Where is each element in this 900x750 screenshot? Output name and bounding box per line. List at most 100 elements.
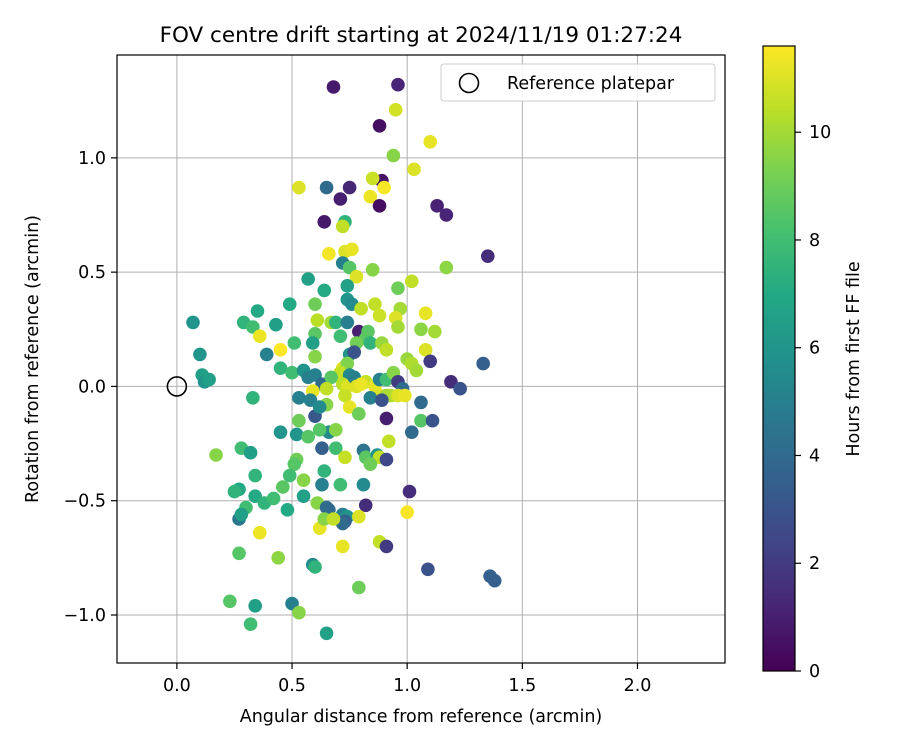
data-point [338, 388, 352, 403]
data-point [287, 336, 302, 350]
data-point [391, 320, 405, 334]
data-point [418, 306, 433, 321]
data-point [372, 199, 387, 213]
data-point [296, 489, 311, 503]
y-tick-label: −1.0 [64, 606, 107, 626]
data-point [234, 507, 249, 522]
data-point [363, 391, 378, 405]
data-point [328, 441, 343, 455]
chart-title: FOV centre drift starting at 2024/11/19 … [160, 23, 683, 48]
data-point [305, 336, 320, 350]
data-point [381, 434, 396, 449]
data-point [285, 365, 299, 380]
colorbar-gradient [763, 46, 795, 671]
data-point [391, 281, 405, 295]
data-point [414, 413, 428, 428]
data-point [439, 208, 454, 222]
data-point [402, 484, 417, 499]
data-point [480, 249, 495, 263]
data-point [266, 491, 281, 506]
data-point [398, 388, 412, 403]
data-point [273, 361, 288, 375]
data-point [487, 573, 502, 588]
data-point [379, 452, 394, 467]
data-point [252, 525, 267, 540]
x-tick-label: 0.0 [163, 676, 191, 696]
y-tick-label: 1.0 [78, 149, 106, 169]
data-point [379, 539, 394, 554]
y-tick-label: −0.5 [64, 492, 107, 512]
legend: Reference platepar [440, 63, 716, 102]
data-point [319, 381, 334, 396]
data-point [335, 539, 350, 554]
data-point [363, 336, 378, 350]
data-point [333, 477, 348, 492]
data-point [328, 315, 343, 330]
data-point [308, 349, 322, 364]
data-point [423, 135, 438, 149]
data-point [223, 594, 237, 609]
data-point [308, 560, 322, 574]
data-point [315, 441, 329, 455]
data-point [354, 377, 368, 391]
colorbar: 0 2 4 6 8 10 Hours from first FF file [762, 45, 864, 682]
colorbar-tick-label: 4 [809, 446, 820, 466]
data-point [322, 247, 336, 261]
data-point [352, 407, 366, 421]
data-point [317, 283, 332, 298]
data-point [328, 423, 343, 437]
x-tick-label: 2.0 [624, 676, 652, 696]
data-point [209, 448, 223, 462]
reference-platepar-marker [166, 376, 188, 397]
colorbar-ticks: 0 2 4 6 8 10 [795, 123, 831, 682]
data-points [186, 77, 502, 641]
data-point [276, 480, 290, 494]
data-point [292, 180, 306, 195]
y-tick-label: 0.0 [78, 377, 106, 397]
data-point [365, 263, 380, 277]
data-point [379, 343, 394, 357]
data-point [271, 551, 286, 565]
data-point [292, 413, 306, 428]
colorbar-tick-label: 2 [809, 554, 820, 574]
x-tick-label: 0.5 [278, 676, 306, 696]
data-point [425, 413, 440, 428]
data-point [310, 313, 325, 327]
x-tick-label: 1.5 [508, 676, 536, 696]
data-point [243, 445, 258, 460]
data-point [324, 370, 338, 385]
data-point [312, 400, 327, 414]
colorbar-tick-label: 6 [809, 339, 820, 359]
data-point [193, 347, 207, 362]
data-point [319, 180, 334, 195]
colorbar-tick-label: 0 [809, 662, 820, 682]
data-point [430, 199, 444, 213]
data-point [319, 626, 334, 641]
data-point [248, 599, 262, 613]
data-point [315, 477, 329, 492]
colorbar-label: Hours from first FF file [844, 261, 864, 456]
y-axis-label: Rotation from reference (arcmin) [23, 215, 43, 503]
y-tick-label: 0.5 [78, 263, 106, 283]
data-point [301, 272, 315, 286]
data-point [269, 317, 283, 332]
colorbar-tick-label: 8 [809, 231, 820, 251]
data-point [421, 562, 435, 577]
data-point [352, 509, 366, 524]
legend-marker [458, 72, 480, 94]
data-point [326, 512, 341, 526]
data-point [391, 77, 405, 92]
data-point [250, 304, 265, 318]
x-axis-label: Angular distance from reference (arcmin) [240, 707, 603, 727]
data-point [375, 393, 389, 407]
data-point [232, 546, 246, 561]
data-point [372, 119, 387, 133]
colorbar-tick-label: 10 [809, 123, 831, 143]
data-point [308, 297, 322, 311]
data-point [292, 605, 306, 620]
data-point [312, 423, 327, 437]
data-point [379, 411, 394, 426]
data-point [386, 148, 401, 163]
